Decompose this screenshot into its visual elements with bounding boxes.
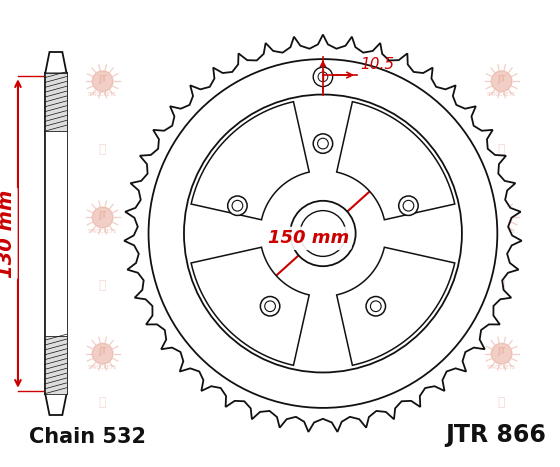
Text: SPROCKETS: SPROCKETS xyxy=(487,92,516,97)
Circle shape xyxy=(313,134,333,153)
Text: JTR 866: JTR 866 xyxy=(446,423,547,447)
Circle shape xyxy=(491,71,512,92)
Circle shape xyxy=(184,94,462,373)
Circle shape xyxy=(148,59,497,408)
Text: 卍: 卍 xyxy=(498,143,505,156)
Text: 卍: 卍 xyxy=(430,211,437,224)
Text: SPROCKETS: SPROCKETS xyxy=(288,92,316,97)
Circle shape xyxy=(403,200,414,211)
Text: 150 mm: 150 mm xyxy=(268,229,349,248)
Circle shape xyxy=(292,207,312,228)
Text: 卍: 卍 xyxy=(99,279,106,292)
Bar xyxy=(45,73,67,131)
Polygon shape xyxy=(124,35,522,432)
Text: SPROCKETS: SPROCKETS xyxy=(487,228,516,234)
Text: 卍: 卍 xyxy=(298,396,306,409)
Circle shape xyxy=(92,343,113,364)
Text: SPROCKETS: SPROCKETS xyxy=(88,365,117,370)
Text: SPROCKETS: SPROCKETS xyxy=(288,228,316,234)
Text: SPROCKETS: SPROCKETS xyxy=(288,365,316,370)
Text: JT: JT xyxy=(298,211,306,220)
Circle shape xyxy=(370,301,381,311)
Circle shape xyxy=(491,343,512,364)
Text: Chain 532: Chain 532 xyxy=(29,427,146,447)
Text: 卍: 卍 xyxy=(196,211,204,224)
Polygon shape xyxy=(45,52,67,73)
Circle shape xyxy=(399,196,418,215)
Text: 卍: 卍 xyxy=(498,279,505,292)
Circle shape xyxy=(318,138,328,149)
Bar xyxy=(45,131,67,336)
Text: JT: JT xyxy=(98,75,107,84)
Text: SPROCKETS: SPROCKETS xyxy=(88,92,117,97)
Circle shape xyxy=(300,211,346,256)
Text: SPROCKETS: SPROCKETS xyxy=(88,228,117,234)
Circle shape xyxy=(292,71,312,92)
Circle shape xyxy=(260,297,280,316)
Circle shape xyxy=(292,343,312,364)
Circle shape xyxy=(92,207,113,228)
Polygon shape xyxy=(45,394,67,415)
Text: 卍: 卍 xyxy=(99,143,106,156)
Circle shape xyxy=(366,297,385,316)
Text: JT: JT xyxy=(497,211,506,220)
Text: JT: JT xyxy=(298,75,306,84)
Bar xyxy=(45,73,67,394)
Text: 卍: 卍 xyxy=(498,396,505,409)
Text: 卍: 卍 xyxy=(99,396,106,409)
Circle shape xyxy=(232,200,243,211)
Circle shape xyxy=(92,71,113,92)
Circle shape xyxy=(228,196,247,215)
Circle shape xyxy=(265,301,276,311)
Polygon shape xyxy=(337,247,455,365)
Text: JT: JT xyxy=(497,75,506,84)
Polygon shape xyxy=(191,102,309,220)
Text: 10.5: 10.5 xyxy=(360,57,394,72)
Bar xyxy=(45,336,67,394)
Polygon shape xyxy=(191,247,309,365)
Text: 130 mm: 130 mm xyxy=(0,189,16,278)
Text: SPROCKETS: SPROCKETS xyxy=(487,365,516,370)
Text: JT: JT xyxy=(298,347,306,356)
Polygon shape xyxy=(337,102,455,220)
Circle shape xyxy=(318,72,328,82)
Text: JT: JT xyxy=(98,347,107,356)
Circle shape xyxy=(491,207,512,228)
Circle shape xyxy=(313,67,333,86)
Text: JT: JT xyxy=(98,211,107,220)
Text: JT: JT xyxy=(497,347,506,356)
Circle shape xyxy=(290,201,356,266)
